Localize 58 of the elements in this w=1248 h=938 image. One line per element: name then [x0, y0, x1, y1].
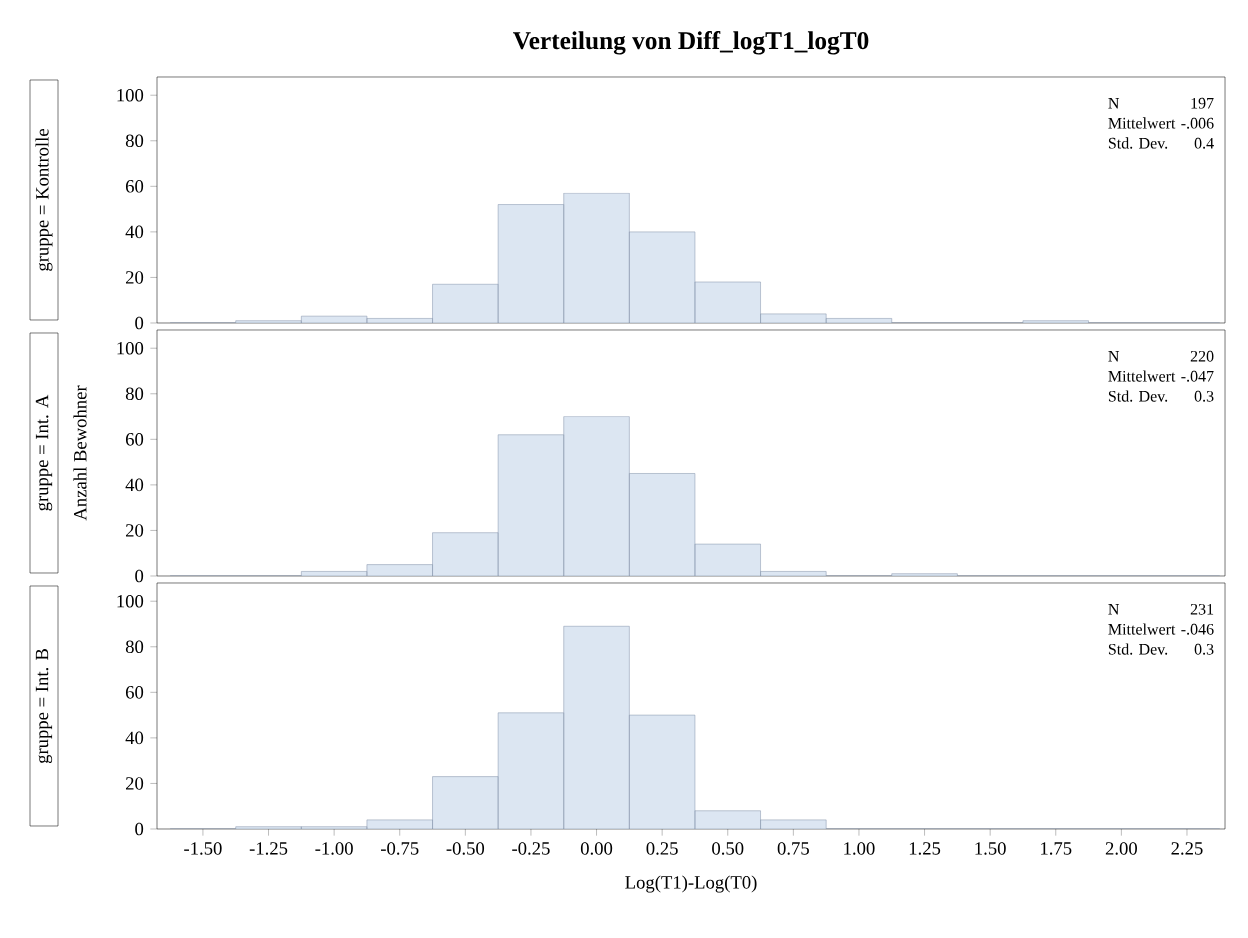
- annotation: 197: [1191, 97, 1214, 109]
- x-tick-label: 2.25: [1171, 842, 1203, 855]
- annotation: Mittelwert: [1108, 117, 1176, 129]
- y-tick-label: 100: [117, 88, 144, 102]
- annotation: N: [1108, 604, 1120, 615]
- x-tick-label: 0.75: [777, 842, 809, 855]
- y-tick-label: 60: [125, 686, 144, 699]
- annotation: 0.3: [1194, 390, 1214, 402]
- annotation: Mittelwert: [1108, 623, 1176, 635]
- annotation: Std. Dev.: [1108, 137, 1168, 149]
- chart-title: Verteilung von Diff_logT1_logT0: [513, 31, 869, 55]
- annotation: N: [1108, 351, 1120, 362]
- x-tick-label: -0.25: [512, 842, 550, 855]
- y-tick-label: 0: [135, 316, 144, 330]
- x-tick-label: -0.75: [380, 842, 419, 855]
- annotation: 0.3: [1194, 643, 1214, 655]
- x-tick-label: 2.00: [1105, 842, 1137, 855]
- y-tick-label: 100: [117, 341, 144, 355]
- x-axis-title: Log(T1)-Log(T0): [625, 875, 757, 893]
- y-tick-label: 60: [125, 433, 144, 446]
- x-tick-label: -1.00: [315, 842, 353, 855]
- y-tick-label: 20: [126, 777, 144, 790]
- x-tick-label: 0.50: [712, 842, 744, 855]
- x-tick-label: 1.50: [975, 842, 1006, 855]
- annotation: -.047: [1181, 370, 1214, 382]
- y-tick-label: 20: [126, 524, 144, 537]
- y-tick-label: 80: [125, 134, 144, 148]
- y-tick-label: 40: [125, 225, 144, 239]
- y-tick-label: 80: [125, 387, 144, 401]
- annotation: Std. Dev.: [1108, 390, 1168, 402]
- y-axis-title: Anzahl Bewohner: [73, 385, 87, 521]
- text: gruppe = Int. A: [35, 394, 53, 511]
- annotation: -.006: [1181, 117, 1214, 129]
- x-tick-label: -0.50: [446, 842, 485, 855]
- y-tick-label: 80: [125, 640, 144, 654]
- annotation: -.046: [1181, 623, 1214, 635]
- x-tick-label: 1.25: [909, 842, 941, 855]
- annotation: 231: [1190, 603, 1214, 615]
- x-tick-label: -1.25: [249, 842, 288, 855]
- x-tick-label: -1.50: [184, 842, 222, 855]
- x-tick-label: 0.00: [580, 842, 613, 855]
- annotation: 220: [1190, 350, 1214, 362]
- y-tick-label: 0: [135, 569, 144, 583]
- annotation: 0.4: [1194, 137, 1214, 149]
- y-tick-label: 0: [135, 822, 144, 836]
- x-tick-label: 1.75: [1041, 842, 1072, 855]
- y-tick-label: 20: [126, 271, 144, 284]
- annotation: Mittelwert: [1108, 370, 1176, 382]
- x-tick-label: 1.00: [844, 842, 875, 855]
- annotation: Std. Dev.: [1108, 643, 1168, 655]
- y-tick-label: 40: [125, 478, 144, 492]
- y-tick-label: 40: [125, 731, 144, 745]
- x-tick-label: 0.25: [646, 842, 678, 855]
- y-tick-label: 100: [117, 594, 144, 608]
- annotation: N: [1108, 98, 1120, 109]
- text: gruppe = Kontrolle: [35, 129, 53, 271]
- text: gruppe = Int. B: [35, 649, 53, 764]
- y-tick-label: 60: [125, 180, 144, 193]
